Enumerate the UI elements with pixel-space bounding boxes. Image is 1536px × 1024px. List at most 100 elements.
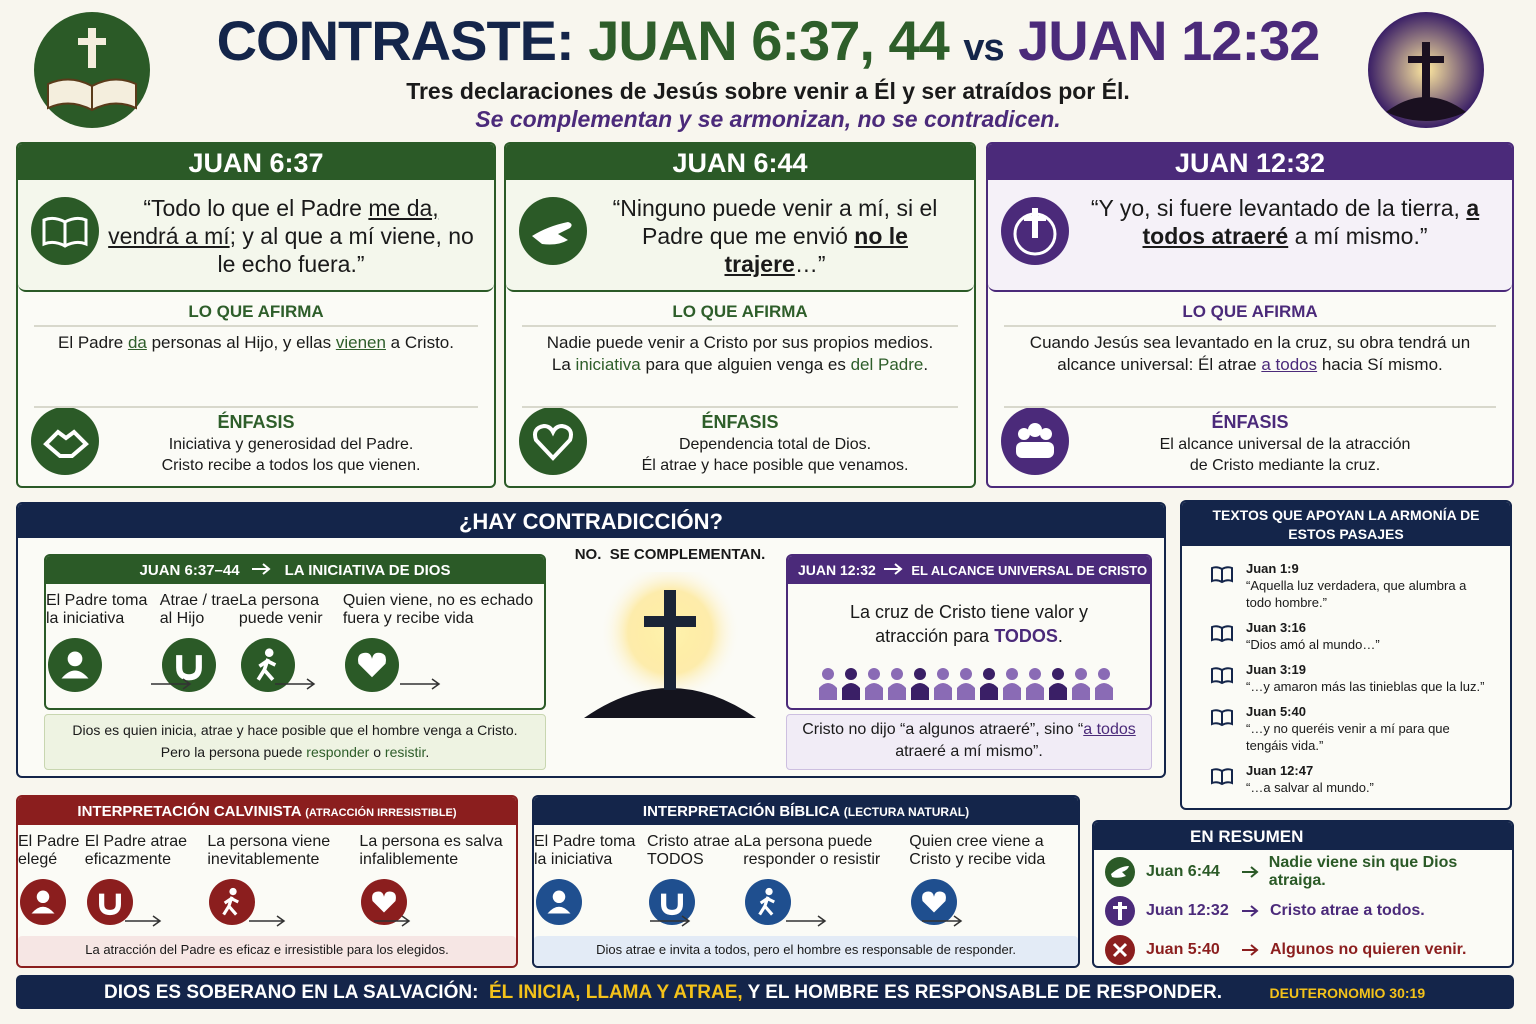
t: iniciativa [575, 355, 641, 374]
step-label: El Padre toma la iniciativa [46, 592, 148, 627]
step: El Padre elegé [18, 833, 85, 932]
text-item: Juan 3:19 “…y amaron más las tinieblas qu… [1210, 661, 1490, 695]
q: me da, [368, 195, 439, 221]
title-part: CONTRASTE: [216, 9, 575, 72]
text-ref: Juan 3:19 [1246, 662, 1306, 677]
step-label: Quien viene, no es echado fuera y recibe… [342, 592, 534, 627]
arrow [883, 563, 903, 575]
summary-title: EN RESUMEN [1094, 822, 1512, 850]
person [888, 668, 906, 700]
step-icon [536, 879, 582, 925]
card-title: JUAN 6:37 [18, 144, 494, 180]
texts-list: Juan 1:9 “Aquella luz verdadera, que alum… [1182, 546, 1510, 796]
title-part: JUAN 6:37, 44 [588, 9, 950, 72]
section-title: ¿HAY CONTRADICCIÓN? [18, 504, 1164, 538]
step-icon [20, 879, 66, 925]
arrow [1242, 943, 1259, 956]
step-label: La persona es salva infaliblemente [359, 833, 503, 868]
t: . [425, 744, 430, 760]
person [865, 668, 883, 700]
text-quote: “Aquella luz verdadera, que alumbra a to… [1246, 578, 1467, 610]
step: La persona es salva infaliblemente [359, 833, 516, 932]
summary-row: Juan 5:40 Algunos no quieren venir. [1104, 930, 1502, 966]
steps: El Padre toma la iniciativa Atrae / trae … [46, 592, 544, 699]
t: DEUTERONOMIO 30:19 [1269, 985, 1426, 1001]
q: “Todo lo que el Padre [143, 195, 369, 221]
center-answer: NO. SE COMPLEMENTAN. [574, 546, 766, 563]
summary-ref: Juan 12:32 [1146, 901, 1229, 919]
t: El alcance universal de la atracción [1159, 436, 1411, 453]
note: Dios es quien inicia, atrae y hace posib… [44, 714, 546, 770]
summary-rows: Juan 6:44 Nadie viene sin que Dios atraig… [1094, 850, 1512, 966]
affirm: Nadie puede venir a Cristo por sus propi… [536, 332, 944, 376]
step-icon [240, 638, 295, 692]
text-item: Juan 3:16 “Dios amó al mundo…” [1210, 619, 1490, 653]
t: Dios es quien inicia, atrae y hace posib… [72, 722, 518, 738]
steps: El Padre elegé El Padre atrae eficazmente… [18, 833, 516, 932]
step-label: Quien cree viene a Cristo y recibe vida [909, 833, 1046, 868]
step-icon [911, 879, 958, 925]
step: La persona viene inevitablemente [207, 833, 359, 932]
step-icon [161, 638, 216, 692]
step-icon [48, 638, 102, 692]
texts-title: TEXTOS QUE APOYAN LA ARMONÍA DE ESTOS PA… [1182, 502, 1510, 546]
ref: JUAN 12:32 [798, 562, 876, 578]
person [842, 668, 860, 700]
panel-title: INTERPRETACIÓN BÍBLICA (LECTURA NATURAL) [534, 797, 1078, 825]
step-label: El Padre toma la iniciativa [534, 833, 636, 868]
initiative-box: JUAN 6:37–44 LA INICIATIVA DE DIOS El Pa… [44, 554, 546, 710]
step-icon [209, 879, 256, 925]
t: Cristo no dijo “a algunos atraeré”, sino… [802, 721, 1084, 738]
t: ÉL INICIA, LLAMA Y ATRAE, [488, 982, 743, 1003]
text-item: Juan 12:47 “…a salvar al mundo.” [1210, 762, 1490, 796]
text-ref: Juan 5:40 [1246, 704, 1306, 719]
summary-icon [1105, 895, 1135, 926]
icon [1001, 197, 1069, 265]
t: DIOS ES SOBERANO EN LA SALVACIÓN: [104, 982, 479, 1003]
icon [31, 407, 99, 475]
affirm: Cuando Jesús sea levantado en la cruz, s… [1018, 332, 1482, 376]
label: EL ALCANCE UNIVERSAL DE CRISTO [911, 563, 1148, 578]
universal-box: JUAN 12:32 EL ALCANCE UNIVERSAL DE CRIST… [786, 554, 1152, 710]
person [1072, 668, 1090, 700]
arrow [252, 563, 271, 575]
person [1003, 668, 1021, 700]
t: del Padre [850, 355, 924, 374]
icon [519, 407, 587, 475]
emphasis: Dependencia total de Dios. Él atrae y hac… [596, 434, 954, 476]
step-label: La persona viene inevitablemente [207, 833, 331, 868]
t: INTERPRETACIÓN BÍBLICA [642, 803, 840, 820]
people-row [819, 668, 1113, 700]
arrow [275, 678, 316, 690]
card-title: JUAN 12:32 [988, 144, 1512, 180]
step-label: Cristo atrae a TODOS [647, 833, 744, 868]
person [934, 668, 952, 700]
title: CONTRASTE: JUAN 6:37, 44 vs JUAN 12:32 [0, 8, 1536, 73]
t: (LECTURA NATURAL) [843, 805, 970, 819]
book-icon [1211, 768, 1233, 786]
t: Cristo recibe a todos los que vienen. [161, 457, 421, 474]
arrow [650, 915, 691, 927]
step-label: La persona puede responder o resistir [743, 833, 881, 868]
person [819, 668, 837, 700]
step: Quien cree viene a Cristo y recibe vida [909, 833, 1078, 932]
summary-text: Cristo atrae a todos. [1270, 901, 1425, 919]
calvinist-panel: INTERPRETACIÓN CALVINISTA (ATRACCIÓN IRR… [16, 795, 518, 968]
t: El Padre [58, 333, 128, 352]
text-body: Juan 5:40 “…y no queréis venir a mí para … [1246, 703, 1490, 754]
emphasis: El alcance universal de la atracción de C… [1078, 434, 1492, 476]
step-icon [86, 879, 133, 925]
affirm-heading: LO QUE AFIRMA [1004, 302, 1496, 327]
t: Pero la persona puede [160, 744, 307, 760]
t: (ATRACCIÓN IRRESISTIBLE) [305, 807, 457, 819]
t: TODOS [994, 626, 1058, 646]
step-label: La persona puede venir [238, 592, 323, 627]
quote: “Ninguno puede venir a mí, si el Padre q… [596, 194, 954, 278]
text-quote: “…y no queréis venir a mí para que tengá… [1246, 721, 1450, 753]
summary-ref: Juan 6:44 [1146, 862, 1220, 880]
t: a todos [1083, 721, 1136, 738]
arrow [922, 915, 963, 927]
person [911, 668, 929, 700]
arrow [249, 915, 286, 927]
